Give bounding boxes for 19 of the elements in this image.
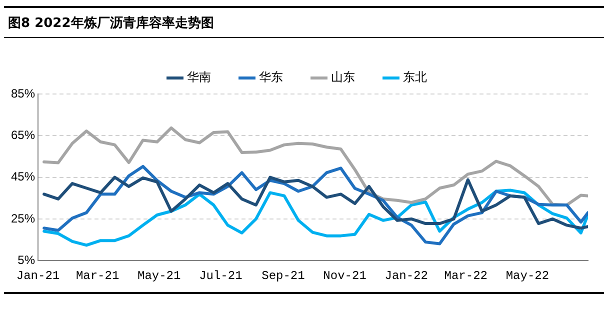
- legend-label: 华东: [259, 70, 283, 84]
- y-tick-label: 5%: [18, 252, 36, 267]
- x-tick-label: Sep-21: [262, 268, 305, 283]
- x-tick-label: Jul-21: [199, 268, 242, 283]
- x-tick-label: Nov-21: [323, 268, 366, 283]
- x-tick-label: May-21: [138, 268, 181, 283]
- x-tick-label: Mar-22: [444, 268, 488, 283]
- legend-label: 华南: [187, 70, 211, 84]
- legend-label: 东北: [403, 70, 427, 84]
- y-tick-label: 85%: [10, 86, 36, 100]
- y-tick-label: 65%: [10, 128, 36, 142]
- x-tick-label: Jan-22: [384, 268, 428, 283]
- x-tick-label: May-22: [506, 268, 550, 283]
- chart-title: 图8 2022年炼厂沥青库容率走势图: [4, 6, 604, 38]
- x-tick-label: Jan-21: [16, 268, 60, 283]
- legend-label: 山东: [331, 70, 355, 84]
- y-tick-label: 25%: [10, 211, 36, 226]
- x-tick-label: Mar-21: [76, 268, 120, 283]
- y-tick-label: 45%: [10, 170, 36, 184]
